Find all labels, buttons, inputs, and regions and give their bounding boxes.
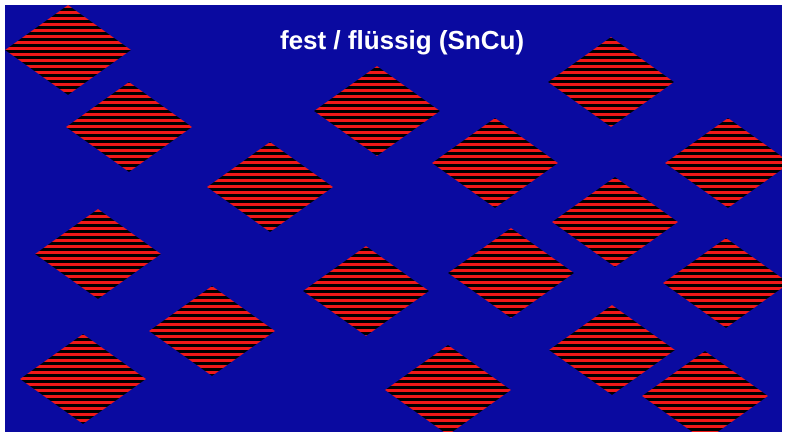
striped-diamond-14 [20, 334, 146, 424]
striped-diamond-16 [549, 305, 675, 395]
striped-diamond-17 [642, 351, 768, 432]
striped-diamond-11 [448, 228, 574, 318]
diamond-pattern-canvas: fest / flüssig (SnCu) [5, 5, 782, 432]
striped-diamond-15 [385, 345, 511, 432]
title-text: fest / flüssig (SnCu) [280, 25, 524, 55]
striped-diamond-12 [663, 238, 782, 328]
striped-diamond-2 [66, 82, 192, 172]
striped-diamond-5 [432, 118, 558, 208]
diamond-group [5, 5, 782, 432]
striped-diamond-8 [552, 177, 678, 267]
striped-diamond-13 [149, 286, 275, 376]
striped-diamond-6 [207, 142, 333, 232]
animation-panel: fest / flüssig (SnCu) [5, 5, 782, 432]
striped-diamond-1 [5, 5, 131, 95]
striped-diamond-7 [665, 118, 782, 208]
striped-diamond-9 [35, 209, 161, 299]
striped-diamond-10 [303, 246, 429, 336]
striped-diamond-3 [314, 66, 440, 156]
striped-diamond-4 [548, 37, 674, 127]
